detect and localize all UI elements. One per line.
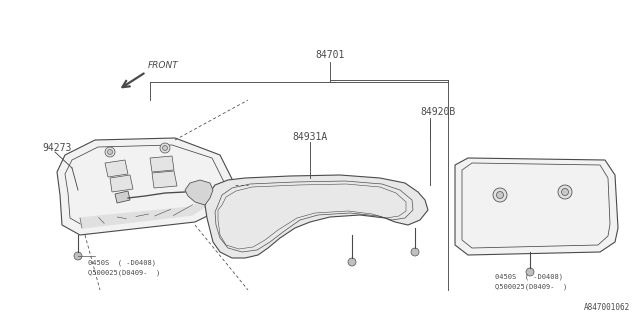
Circle shape bbox=[108, 149, 113, 155]
Circle shape bbox=[558, 185, 572, 199]
Circle shape bbox=[497, 191, 504, 198]
Polygon shape bbox=[105, 160, 128, 177]
Text: Q500025(D0409-  ): Q500025(D0409- ) bbox=[88, 269, 160, 276]
Circle shape bbox=[160, 143, 170, 153]
Text: 84701: 84701 bbox=[316, 50, 345, 60]
Polygon shape bbox=[205, 175, 428, 258]
Text: 84920B: 84920B bbox=[420, 107, 455, 117]
Circle shape bbox=[74, 252, 82, 260]
Text: A847001062: A847001062 bbox=[584, 303, 630, 312]
Circle shape bbox=[561, 188, 568, 196]
Polygon shape bbox=[150, 156, 174, 172]
Circle shape bbox=[348, 258, 356, 266]
Polygon shape bbox=[57, 138, 235, 235]
Polygon shape bbox=[185, 180, 213, 205]
Text: 94273: 94273 bbox=[42, 143, 72, 153]
Circle shape bbox=[493, 188, 507, 202]
Text: Q500025(D0409-  ): Q500025(D0409- ) bbox=[495, 283, 567, 290]
Circle shape bbox=[411, 248, 419, 256]
Circle shape bbox=[526, 268, 534, 276]
Polygon shape bbox=[110, 175, 133, 192]
Circle shape bbox=[105, 147, 115, 157]
Text: FRONT: FRONT bbox=[148, 61, 179, 70]
Text: 0450S  ( -D0408): 0450S ( -D0408) bbox=[88, 260, 156, 267]
Polygon shape bbox=[115, 191, 130, 203]
Polygon shape bbox=[455, 158, 618, 255]
Circle shape bbox=[163, 146, 168, 150]
Text: 84931A: 84931A bbox=[292, 132, 327, 142]
Polygon shape bbox=[152, 171, 177, 188]
Text: 0450S  ( -D0408): 0450S ( -D0408) bbox=[495, 274, 563, 281]
Polygon shape bbox=[80, 192, 215, 228]
